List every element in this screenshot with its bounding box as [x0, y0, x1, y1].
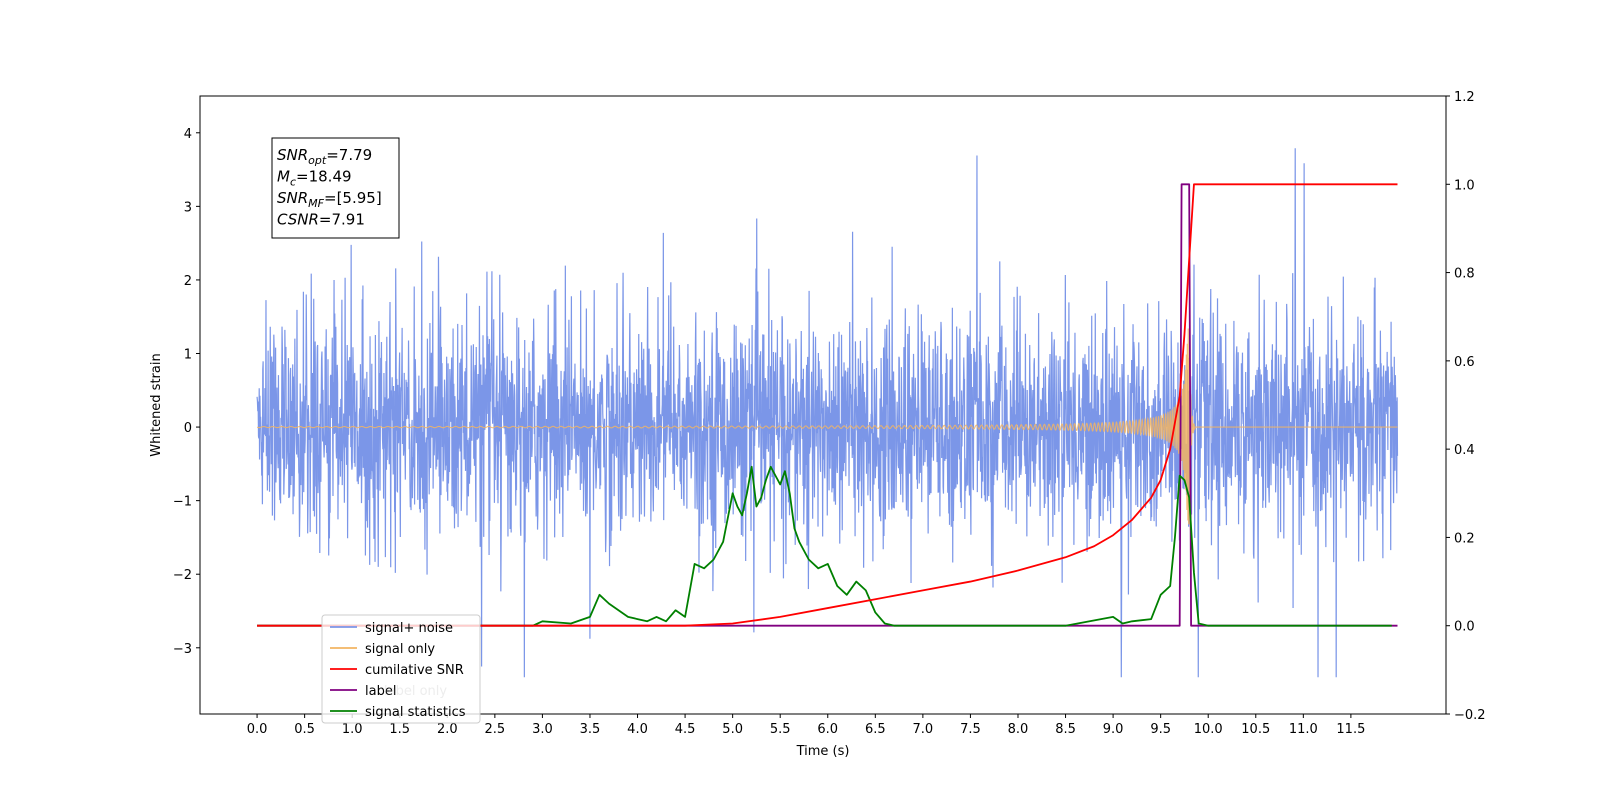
plot-frame: [199, 95, 1447, 715]
x-tick-label: 2.0: [437, 722, 458, 737]
annotation-symbol: CSNR: [277, 211, 319, 229]
x-tick-label: 8.5: [1055, 722, 1076, 737]
annotation-line: Mc=18.49: [277, 168, 352, 189]
annotation-line: SNRopt=7.79: [277, 146, 372, 167]
plot-area: [256, 148, 1399, 678]
legend: signal+ noise signal only cumilative SNR la…: [321, 614, 481, 724]
y2-tick-label: 1.0: [1454, 178, 1475, 193]
x-tick-label: 3.0: [532, 722, 553, 737]
series-line-signal-statistics: [257, 465, 1392, 627]
x-tick-label: 10.0: [1194, 722, 1223, 737]
y-tick-label: −3: [173, 642, 192, 657]
y2-tick-label: 1.2: [1454, 90, 1475, 105]
legend-label-label: label: [365, 684, 396, 699]
annotation-value: =7.79: [326, 146, 372, 164]
x-tick-label: 5.0: [722, 722, 743, 737]
x-tick-label: 7.5: [960, 722, 981, 737]
y-tick-label: −1: [173, 495, 192, 510]
x-tick-label: 11.5: [1336, 722, 1365, 737]
y2-tick-label: 0.6: [1454, 355, 1475, 370]
x-tick-label: 2.5: [485, 722, 506, 737]
annotation-value: =[5.95]: [324, 189, 382, 207]
legend-label-signal-only: signal only: [365, 642, 435, 657]
y2-tick-label: 0.2: [1454, 531, 1475, 546]
x-tick-label: 7.0: [913, 722, 934, 737]
x-tick-label: 4.5: [675, 722, 696, 737]
y2-tick-label: 0.0: [1454, 620, 1475, 635]
legend-label-signal-noise: signal+ noise: [365, 621, 453, 636]
x-tick-label: 3.5: [580, 722, 601, 737]
y-tick-label: 2: [184, 274, 192, 289]
x-tick-label: 5.5: [770, 722, 791, 737]
annotation-symbol: M: [277, 168, 290, 186]
y-axis-label: Whitened strain: [149, 353, 164, 456]
annotation-subscript: opt: [308, 154, 327, 167]
legend-label-hidden: label only: [384, 684, 447, 699]
annotation-subscript: c: [290, 176, 296, 189]
legend-label-cumilative-snr: cumilative SNR: [365, 663, 464, 678]
x-tick-label: 9.5: [1150, 722, 1171, 737]
x-tick-label: 6.5: [865, 722, 886, 737]
annotation-value: =7.91: [319, 211, 365, 229]
y-tick-label: 4: [184, 127, 192, 142]
x-tick-label: 10.5: [1241, 722, 1270, 737]
annotation-line: CSNR=7.91: [277, 211, 365, 229]
series-line-cumilative-snr: [257, 183, 1398, 627]
x-tick-label: 6.0: [817, 722, 838, 737]
annotation-subscript: MF: [308, 197, 324, 210]
legend-label-signal-statistics: signal statistics: [365, 705, 466, 720]
annotation-frame: [271, 137, 400, 239]
series-line-signal-only: [256, 328, 1398, 525]
x-tick-label: 4.0: [627, 722, 648, 737]
x-tick-label: 1.5: [389, 722, 410, 737]
y-tick-label: −2: [173, 568, 192, 583]
x-tick-label: 9.0: [1103, 722, 1124, 737]
x-tick-label: 1.0: [342, 722, 363, 737]
annotation-symbol: SNR: [277, 189, 308, 207]
y2-tick-label: 0.4: [1454, 443, 1475, 458]
y-tick-label: 1: [184, 348, 192, 363]
annotation-symbol: SNR: [277, 146, 308, 164]
y2-tick-label: 0.8: [1454, 267, 1475, 282]
annotation-line: SNRMF=[5.95]: [277, 189, 382, 210]
x-axis-label: Time (s): [796, 744, 850, 759]
y-tick-label: 0: [184, 421, 192, 436]
x-tick-label: 8.0: [1008, 722, 1029, 737]
y2-tick-label: −0.2: [1454, 708, 1486, 723]
axes: 0.0 0.5 1.0 1.5 2.0 2.5 3.0 3.5 4.0 4.5 5.0 5.5 6.0 6…: [173, 90, 1486, 737]
y-tick-label: 3: [184, 200, 192, 215]
annotation-value: =18.49: [296, 168, 352, 186]
x-tick-label: 0.5: [294, 722, 315, 737]
series-line-signal-noise: [256, 148, 1399, 678]
legend-frame: [321, 614, 481, 724]
x-tick-label: 11.0: [1289, 722, 1318, 737]
x-tick-label: 0.0: [247, 722, 268, 737]
